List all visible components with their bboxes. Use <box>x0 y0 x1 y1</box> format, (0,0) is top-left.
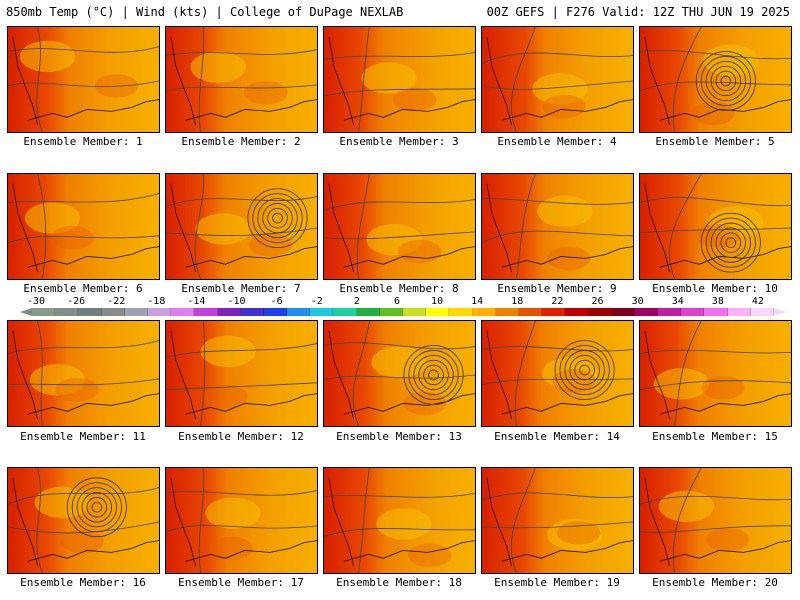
colorbar-swatch <box>681 308 705 316</box>
ensemble-map-panel <box>639 320 792 427</box>
colorbar-tick-label: -10 <box>227 296 246 307</box>
colorbar-swatch <box>472 308 496 316</box>
ensemble-member-label: Ensemble Member: 20 <box>652 576 778 589</box>
ensemble-map-panel <box>639 467 792 574</box>
ensemble-map-panel <box>165 173 318 280</box>
ensemble-member-label: Ensemble Member: 9 <box>497 282 617 295</box>
colorbar-swatch <box>542 308 566 316</box>
ensemble-member-label: Ensemble Member: 10 <box>652 282 778 295</box>
map-title: 850mb Temp (°C) | Wind (kts) | College o… <box>6 5 404 19</box>
colorbar-swatch <box>565 308 589 316</box>
colorbar-tick-label: 38 <box>711 296 724 307</box>
colorbar-swatch <box>310 308 334 316</box>
ensemble-member-label: Ensemble Member: 12 <box>178 430 304 443</box>
ensemble-member-label: Ensemble Member: 5 <box>655 135 775 148</box>
ensemble-map-panel <box>323 467 476 574</box>
colorbar-tick-label: -6 <box>270 296 283 307</box>
valid-time-label: 00Z GEFS | F276 Valid: 12Z THU JUN 19 20… <box>486 5 790 19</box>
ensemble-member-label: Ensemble Member: 8 <box>339 282 459 295</box>
colorbar-swatch <box>495 308 519 316</box>
colorbar-swatch <box>78 308 102 316</box>
colorbar-swatch <box>611 308 635 316</box>
ensemble-map-panel <box>481 173 634 280</box>
colorbar-tick-label: -22 <box>107 296 126 307</box>
colorbar-swatch <box>426 308 450 316</box>
ensemble-member-label: Ensemble Member: 3 <box>339 135 459 148</box>
ensemble-map-panel <box>7 173 160 280</box>
colorbar-swatch <box>333 308 357 316</box>
colorbar-swatch <box>194 308 218 316</box>
colorbar-swatch <box>634 308 659 316</box>
ensemble-member-label: Ensemble Member: 1 <box>23 135 143 148</box>
colorbar-swatch <box>518 308 543 316</box>
colorbar-swatch <box>101 308 125 316</box>
colorbar-swatch <box>263 308 288 316</box>
colorbar-swatch <box>727 308 751 316</box>
colorbar-swatches <box>32 308 774 316</box>
ensemble-member-label: Ensemble Member: 16 <box>20 576 146 589</box>
ensemble-map-panel <box>7 26 160 133</box>
ensemble-map-panel <box>481 320 634 427</box>
colorbar-tick-label: -26 <box>67 296 86 307</box>
colorbar-right-arrow <box>774 308 786 316</box>
colorbar-tick-label: 34 <box>671 296 684 307</box>
colorbar-tick-label: -18 <box>147 296 166 307</box>
colorbar-tick-label: 18 <box>511 296 524 307</box>
colorbar-tick-label: 30 <box>631 296 644 307</box>
ensemble-member-label: Ensemble Member: 14 <box>494 430 620 443</box>
ensemble-map-panel <box>639 173 792 280</box>
colorbar-swatch <box>379 308 403 316</box>
ensemble-map-panel <box>323 26 476 133</box>
colorbar-tick-label: 22 <box>551 296 564 307</box>
ensemble-map-panel <box>165 320 318 427</box>
colorbar-left-arrow <box>20 308 32 316</box>
colorbar-swatch <box>32 308 56 316</box>
colorbar-swatch <box>287 308 311 316</box>
colorbar-swatch <box>171 308 195 316</box>
ensemble-map-panel <box>165 467 318 574</box>
colorbar-swatch <box>403 308 427 316</box>
ensemble-map-panel <box>639 26 792 133</box>
colorbar-swatch <box>147 308 172 316</box>
ensemble-member-label: Ensemble Member: 4 <box>497 135 617 148</box>
ensemble-map-panel <box>323 320 476 427</box>
ensemble-member-label: Ensemble Member: 11 <box>20 430 146 443</box>
ensemble-member-label: Ensemble Member: 19 <box>494 576 620 589</box>
colorbar-tick-label: 26 <box>591 296 604 307</box>
ensemble-map-panel <box>165 26 318 133</box>
ensemble-map-panel <box>7 320 160 427</box>
colorbar-tick-label: 10 <box>431 296 444 307</box>
temperature-colorbar: -30 -26 -22 -18 -14 -10 -6 -2 2 6 10 14 18 22 26 30 34 38… <box>14 296 786 320</box>
colorbar-swatch <box>449 308 473 316</box>
ensemble-map-panel <box>323 173 476 280</box>
colorbar-tick-label: -30 <box>26 296 46 307</box>
colorbar-tick-label: 2 <box>353 296 360 307</box>
colorbar-swatch <box>750 308 774 316</box>
colorbar-swatch <box>217 308 241 316</box>
colorbar-swatch <box>704 308 728 316</box>
ensemble-member-label: Ensemble Member: 2 <box>181 135 301 148</box>
colorbar-swatch <box>124 308 148 316</box>
ensemble-map-panel <box>7 467 160 574</box>
ensemble-member-label: Ensemble Member: 13 <box>336 430 462 443</box>
colorbar-tick-label: 14 <box>471 296 484 307</box>
colorbar-swatch <box>240 308 264 316</box>
colorbar-swatch <box>588 308 612 316</box>
ensemble-map-panel <box>481 467 634 574</box>
ensemble-map-panel <box>481 26 634 133</box>
ensemble-member-label: Ensemble Member: 17 <box>178 576 304 589</box>
ensemble-member-label: Ensemble Member: 15 <box>652 430 778 443</box>
ensemble-member-label: Ensemble Member: 7 <box>181 282 301 295</box>
colorbar-tick-label: -14 <box>187 296 206 307</box>
colorbar-swatch <box>55 308 79 316</box>
colorbar-tick-label: -2 <box>310 296 323 307</box>
ensemble-member-label: Ensemble Member: 18 <box>336 576 462 589</box>
colorbar-swatch <box>658 308 682 316</box>
ensemble-member-label: Ensemble Member: 6 <box>23 282 143 295</box>
colorbar-swatch <box>356 308 380 316</box>
colorbar-tick-label: 6 <box>393 296 400 307</box>
colorbar-tick-label: 42 <box>751 296 764 307</box>
